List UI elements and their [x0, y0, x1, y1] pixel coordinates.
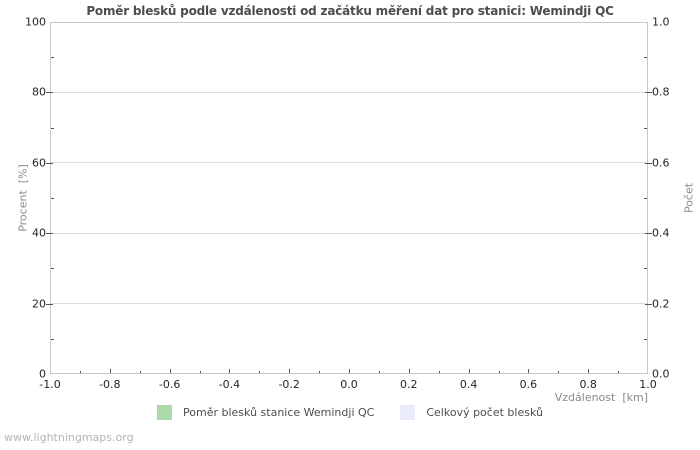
- x-tick-label: 0.4: [459, 378, 478, 391]
- x-tick-label: 1.0: [639, 378, 657, 391]
- y-right-minor-tick: [644, 57, 647, 59]
- x-major-tick: [349, 369, 350, 373]
- watermark-text: www.lightningmaps.org: [4, 431, 134, 444]
- y-left-tick-label: 40: [32, 226, 46, 240]
- y-left-tick-label: 80: [32, 85, 46, 99]
- chart-title: Poměr blesků podle vzdálenosti od začátk…: [86, 4, 614, 18]
- y-left-tick-label: 20: [32, 297, 46, 311]
- legend: Poměr blesků stanice Wemindji QC Celkový …: [0, 405, 700, 420]
- y-right-major-tick: [645, 233, 652, 235]
- y-right-major-tick: [645, 92, 652, 94]
- legend-swatch: [157, 405, 173, 420]
- x-tick-label: -0.4: [218, 378, 241, 391]
- y-left-major-tick: [46, 92, 53, 94]
- gridline: [51, 232, 647, 234]
- x-minor-tick: [438, 371, 440, 373]
- x-tick-label: 0.8: [579, 378, 597, 391]
- legend-item: Poměr blesků stanice Wemindji QC: [157, 405, 374, 420]
- x-minor-tick: [319, 371, 321, 373]
- y-right-tick-label: 0.0: [652, 367, 670, 381]
- x-major-tick: [229, 369, 231, 373]
- y-right-major-tick: [645, 303, 652, 305]
- y-left-minor-tick: [51, 198, 54, 199]
- y-left-minor-tick: [51, 57, 54, 59]
- x-major-tick: [289, 369, 291, 373]
- legend-item: Celkový počet blesků: [400, 405, 543, 420]
- y-right-minor-tick: [644, 127, 647, 129]
- x-tick-label: -0.2: [278, 378, 300, 391]
- x-major-tick: [408, 369, 410, 373]
- gridline: [51, 162, 647, 164]
- x-major-tick: [169, 369, 171, 373]
- y-left-tick-label: 0: [39, 367, 46, 381]
- gridline: [51, 303, 647, 305]
- x-major-tick: [468, 369, 470, 373]
- y-left-tick-label: 60: [32, 156, 46, 170]
- legend-swatch: [400, 405, 416, 420]
- y-right-minor-tick: [644, 198, 647, 199]
- legend-label: Celkový počet blesků: [426, 406, 543, 419]
- y-right-tick-label: 0.4: [652, 226, 670, 240]
- x-minor-tick: [618, 371, 620, 373]
- y-axis-title-left: Procent [%]: [16, 164, 30, 232]
- y-right-tick-label: 0.6: [652, 156, 670, 170]
- x-major-tick: [109, 369, 111, 373]
- x-major-tick: [528, 369, 530, 373]
- y-left-minor-tick: [51, 127, 54, 129]
- x-tick-label: -1.0: [39, 378, 61, 391]
- y-right-major-tick: [645, 162, 652, 164]
- x-minor-tick: [139, 371, 141, 373]
- x-tick-label: 0.2: [400, 378, 418, 391]
- x-minor-tick: [199, 371, 201, 373]
- x-major-tick: [588, 369, 590, 373]
- y-left-major-tick: [46, 233, 53, 235]
- y-left-tick-label: 100: [25, 15, 46, 29]
- y-left-minor-tick: [51, 338, 54, 340]
- x-axis-title: Vzdálenost [km]: [554, 391, 648, 404]
- y-right-minor-tick: [644, 268, 647, 270]
- y-axis-title-right: Počet: [682, 182, 696, 214]
- x-minor-tick: [79, 371, 81, 373]
- y-right-tick-label: 0.8: [652, 85, 670, 99]
- x-tick-label: 0.0: [340, 378, 358, 391]
- gridline: [51, 91, 647, 93]
- plot-area: [50, 22, 648, 374]
- y-right-minor-tick: [644, 338, 647, 340]
- legend-label: Poměr blesků stanice Wemindji QC: [183, 406, 375, 419]
- y-left-minor-tick: [51, 268, 54, 270]
- x-minor-tick: [259, 371, 261, 373]
- x-tick-label: -0.8: [99, 378, 121, 391]
- x-minor-tick: [558, 371, 560, 373]
- y-right-tick-label: 0.2: [652, 297, 670, 311]
- y-left-major-tick: [46, 303, 53, 305]
- x-minor-tick: [378, 371, 380, 373]
- x-minor-tick: [498, 371, 500, 373]
- y-right-tick-label: 1.0: [652, 15, 670, 29]
- x-tick-label: 0.6: [519, 378, 538, 391]
- y-left-major-tick: [46, 162, 53, 164]
- x-tick-label: -0.6: [158, 378, 181, 391]
